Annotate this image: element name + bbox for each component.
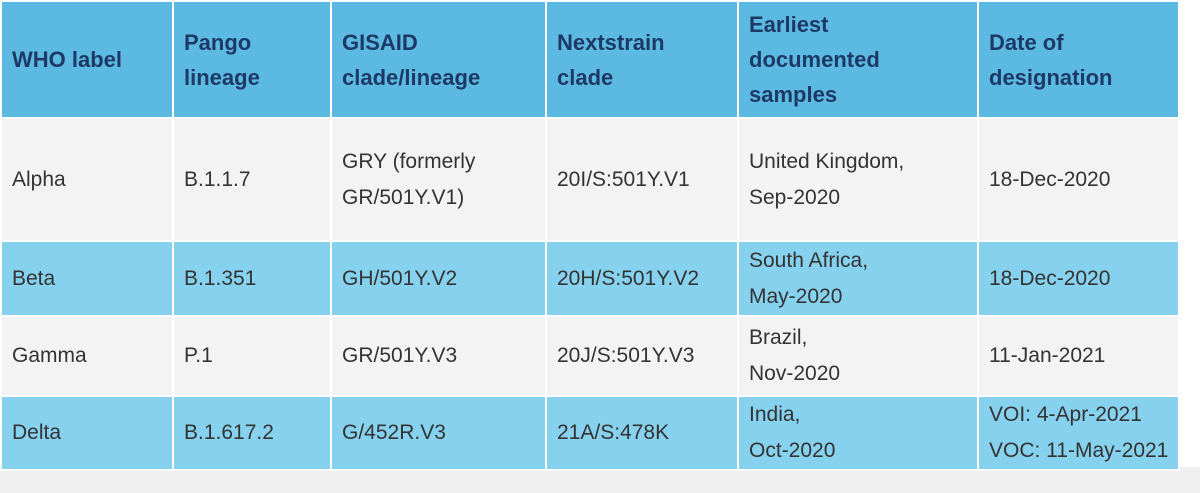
cell-line: Nov-2020: [749, 362, 841, 385]
cell-line: South Africa,: [749, 248, 869, 272]
table-cell: United Kingdom, Sep-2020: [737, 117, 979, 242]
cell-line: GR/501Y.V3: [342, 344, 458, 367]
table-cell: B.1.351: [172, 240, 332, 317]
cell-line: VOC: 11-May-2021: [989, 439, 1169, 462]
cell-line: 20J/S:501Y.V3: [557, 344, 695, 367]
table-row: Delta B.1.617.2 G/452R.V3 21A/S:478K India, O…: [0, 395, 1180, 471]
table-cell: GRY (formerly GR/501Y.V1): [330, 117, 547, 242]
cell-line: GRY (formerly: [342, 149, 476, 173]
cell-line: 21A/S:478K: [557, 421, 670, 444]
table-cell: 20J/S:501Y.V3: [545, 315, 739, 397]
table-cell: VOI: 4-Apr-2021 VOC: 11-May-2021: [977, 395, 1180, 471]
cell-line: Sep-2020: [749, 185, 841, 209]
cell-line: GH/501Y.V2: [342, 266, 458, 290]
cell-line: Alpha: [12, 167, 66, 191]
header-cell: GISAID clade/lineage: [330, 0, 547, 119]
table-cell: Delta: [0, 395, 174, 471]
cell-line: 18-Dec-2020: [989, 266, 1111, 290]
cell-line: Brazil,: [749, 326, 808, 349]
table-cell: 20H/S:501Y.V2: [545, 240, 739, 317]
table-cell: 21A/S:478K: [545, 395, 739, 471]
table-cell: B.1.1.7: [172, 117, 332, 242]
table-cell: South Africa, May-2020: [737, 240, 979, 317]
cell-line: VOI: 4-Apr-2021: [989, 403, 1142, 426]
cell-line: B.1.1.7: [184, 167, 251, 191]
header-cell: Pango lineage: [172, 0, 332, 119]
cell-line: Beta: [12, 266, 56, 290]
cell-line: 11-Jan-2021: [989, 344, 1106, 367]
table-cell: Beta: [0, 240, 174, 317]
cell-line: GISAID: [342, 29, 418, 55]
table-cell: 18-Dec-2020: [977, 117, 1180, 242]
cell-line: 20I/S:501Y.V1: [557, 167, 690, 191]
table-cell: 20I/S:501Y.V1: [545, 117, 739, 242]
cell-line: 18-Dec-2020: [989, 167, 1111, 191]
cell-line: WHO label: [12, 47, 123, 72]
cell-line: B.1.351: [184, 266, 257, 290]
cell-line: Nextstrain: [557, 29, 665, 55]
table-cell: 11-Jan-2021: [977, 315, 1180, 397]
header-cell: Earliest documented samples: [737, 0, 979, 119]
cell-line: samples: [749, 82, 838, 107]
cell-line: lineage: [184, 64, 260, 90]
table-row: Beta B.1.351 GH/501Y.V2 20H/S:501Y.V2 South …: [0, 240, 1180, 317]
table-body: Alpha B.1.1.7 GRY (formerly GR/501Y.V1) 20I/…: [0, 117, 1180, 471]
cell-line: documented: [749, 47, 880, 72]
header-cell: WHO label: [0, 0, 174, 119]
table-cell: India, Oct-2020: [737, 395, 979, 471]
cell-line: Pango: [184, 29, 252, 55]
cell-line: Date of: [989, 29, 1064, 55]
table-cell: P.1: [172, 315, 332, 397]
table-cell: Brazil, Nov-2020: [737, 315, 979, 397]
table-cell: Gamma: [0, 315, 174, 397]
table-cell: G/452R.V3: [330, 395, 547, 471]
header-cell: Date of designation: [977, 0, 1180, 119]
table-cell: 18-Dec-2020: [977, 240, 1180, 317]
cell-line: P.1: [184, 344, 213, 367]
cell-line: Earliest: [749, 12, 829, 37]
header-cell: Nextstrain clade: [545, 0, 739, 119]
table-cell: Alpha: [0, 117, 174, 242]
cell-line: 20H/S:501Y.V2: [557, 266, 700, 290]
cell-line: B.1.617.2: [184, 421, 274, 444]
cell-line: Delta: [12, 421, 62, 444]
page-footer-band: [0, 467, 1200, 493]
table-cell: B.1.617.2: [172, 395, 332, 471]
variants-table: WHO label Pango lineage GISAID clade/lineage…: [0, 0, 1180, 471]
table-row: Alpha B.1.1.7 GRY (formerly GR/501Y.V1) 20I/…: [0, 117, 1180, 242]
cell-line: GR/501Y.V1): [342, 185, 465, 209]
table-cell: GH/501Y.V2: [330, 240, 547, 317]
table-cell: GR/501Y.V3: [330, 315, 547, 397]
cell-line: G/452R.V3: [342, 421, 446, 444]
cell-line: May-2020: [749, 284, 843, 308]
cell-line: United Kingdom,: [749, 149, 905, 173]
cell-line: Oct-2020: [749, 439, 836, 462]
cell-line: Gamma: [12, 344, 87, 367]
table-row: Gamma P.1 GR/501Y.V3 20J/S:501Y.V3 Brazil, No…: [0, 315, 1180, 397]
cell-line: clade: [557, 64, 614, 90]
cell-line: India,: [749, 403, 801, 426]
cell-line: clade/lineage: [342, 64, 481, 90]
header-row: WHO label Pango lineage GISAID clade/lineage…: [0, 0, 1180, 119]
cell-line: designation: [989, 64, 1113, 90]
